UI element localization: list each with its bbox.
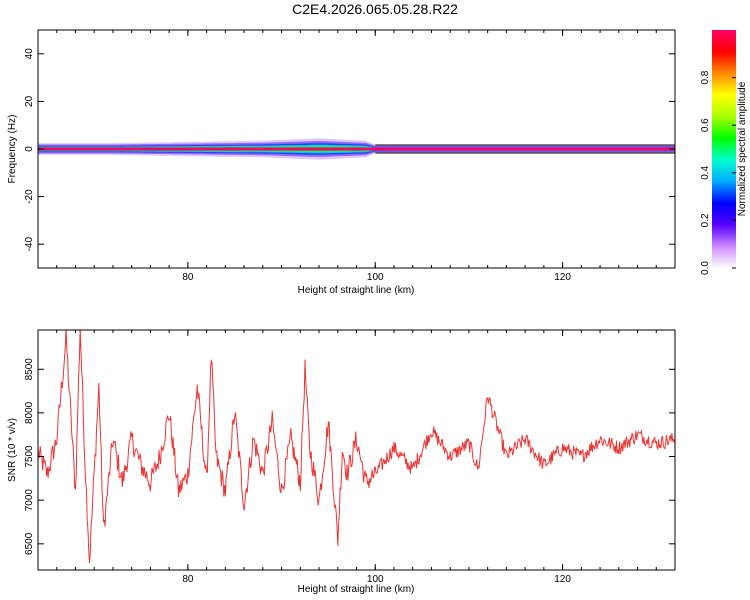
y-tick-label: -20 bbox=[24, 189, 35, 204]
heatmap-layer bbox=[38, 138, 675, 160]
spectrogram-ticks: 80 100 120 40 20 0 -20 -40 bbox=[24, 30, 676, 283]
colorbar-ticks: 0.0 0.2 0.4 0.6 0.8 bbox=[700, 70, 736, 275]
snr-y-label: SNR (10 * v/v) bbox=[7, 418, 18, 482]
colorbar-tick-label: 0.6 bbox=[700, 118, 711, 132]
y-tick-label: 40 bbox=[24, 48, 35, 60]
colorbar-tick-label: 0.4 bbox=[700, 165, 711, 179]
x-tick-label: 80 bbox=[182, 574, 194, 585]
colorbar-tick-label: 0.0 bbox=[700, 261, 711, 275]
y-tick-label: 7500 bbox=[24, 445, 35, 468]
spectrogram-panel: 80 100 120 40 20 0 -20 -40 Height of straight l… bbox=[7, 29, 676, 296]
snr-series-line bbox=[38, 330, 675, 564]
spectrogram-x-label: Height of straight line (km) bbox=[298, 285, 415, 296]
y-tick-label: 6500 bbox=[24, 532, 35, 555]
snr-panel: 80 100 120 6500 7000 7500 8000 8500 Height of s… bbox=[7, 329, 676, 595]
x-tick-label: 100 bbox=[367, 574, 384, 585]
y-tick-label: 8500 bbox=[24, 358, 35, 381]
colorbar-gradient bbox=[712, 30, 736, 268]
x-tick-label: 80 bbox=[182, 272, 194, 283]
y-tick-label: -40 bbox=[24, 237, 35, 252]
y-tick-label: 7000 bbox=[24, 489, 35, 512]
spectrogram-y-label: Frequency (Hz) bbox=[7, 115, 18, 184]
x-tick-label: 120 bbox=[554, 574, 571, 585]
y-tick-label: 20 bbox=[24, 95, 35, 107]
colorbar-tick-label: 0.8 bbox=[700, 70, 711, 84]
chart-title: C2E4.2026.065.05.28.R22 bbox=[292, 1, 458, 17]
x-tick-label: 100 bbox=[367, 272, 384, 283]
band-peak-line bbox=[38, 147, 675, 151]
x-tick-label: 120 bbox=[554, 272, 571, 283]
colorbar: 0.0 0.2 0.4 0.6 0.8 Normalized spectral ampl… bbox=[700, 30, 748, 275]
snr-ticks: 80 100 120 6500 7000 7500 8000 8500 bbox=[24, 330, 676, 585]
y-tick-label: 8000 bbox=[24, 401, 35, 424]
snr-x-label: Height of straight line (km) bbox=[298, 584, 415, 595]
y-tick-label: 0 bbox=[24, 146, 35, 152]
colorbar-tick-label: 0.2 bbox=[700, 213, 711, 227]
colorbar-label: Normalized spectral amplitude bbox=[737, 81, 748, 216]
